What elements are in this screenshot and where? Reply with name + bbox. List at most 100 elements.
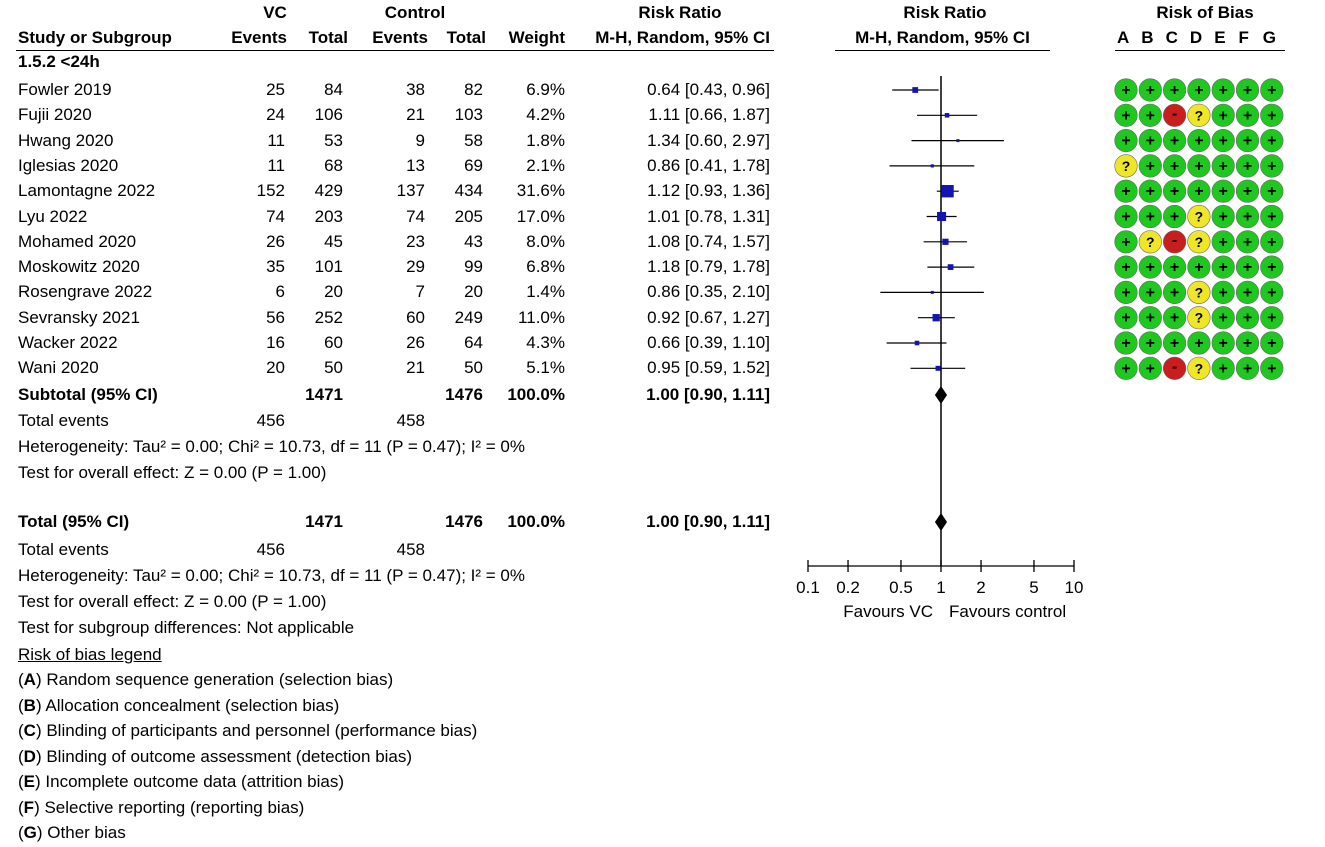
bias-dot bbox=[1138, 306, 1162, 330]
x-tick-label: 1 bbox=[936, 578, 945, 597]
vc-events: 16 bbox=[266, 333, 285, 352]
bias-symbol: + bbox=[1219, 158, 1228, 175]
control-events: 13 bbox=[406, 155, 425, 175]
bias-dot bbox=[1235, 255, 1260, 279]
subgroup-label: 1.5.2 <24h bbox=[18, 52, 100, 71]
legend-item-c: (C) Blinding of participants and personn… bbox=[18, 721, 478, 740]
study-name: Fowler 2019 bbox=[18, 80, 112, 99]
legend-item-g: (G) Other bias bbox=[18, 823, 126, 842]
bias-symbol: + bbox=[1267, 107, 1276, 124]
bias-letter-f: F bbox=[1238, 28, 1249, 47]
study-weight: 11.0% bbox=[518, 307, 565, 327]
bias-symbol: + bbox=[1146, 284, 1155, 301]
total-events-control: 458 bbox=[396, 540, 425, 559]
study-column-header: Study or Subgroup bbox=[18, 28, 172, 47]
bias-symbol: + bbox=[1170, 335, 1179, 352]
header-underline-plot bbox=[835, 50, 1050, 51]
bias-dot bbox=[1114, 103, 1138, 127]
bias-dot bbox=[1138, 129, 1162, 153]
bias-dot bbox=[1114, 204, 1138, 229]
total-overall-effect: Test for overall effect: Z = 0.00 (P = 1… bbox=[18, 592, 327, 611]
control-events: 26 bbox=[406, 333, 425, 352]
study-ci: 0.92 [0.67, 1.27] bbox=[647, 307, 770, 327]
weight-header: Weight bbox=[508, 28, 565, 47]
study-name: Hwang 2020 bbox=[18, 130, 114, 150]
total-diamond bbox=[934, 513, 948, 531]
control-total: 434 bbox=[454, 181, 483, 201]
bias-dot bbox=[1260, 306, 1284, 330]
study-name: Lamontagne 2022 bbox=[18, 181, 156, 201]
point-estimate bbox=[942, 238, 949, 245]
control-total: 20 bbox=[464, 282, 483, 302]
bias-dot bbox=[1114, 230, 1138, 254]
bias-dot bbox=[1187, 154, 1211, 178]
bias-letter-c: C bbox=[1165, 28, 1178, 47]
legend-text: Other bias bbox=[42, 823, 126, 842]
control-total: 69 bbox=[464, 155, 483, 175]
study-weight: 31.6% bbox=[516, 181, 565, 201]
bias-symbol: ? bbox=[1195, 234, 1204, 250]
study-name: Sevransky 2021 bbox=[18, 307, 140, 327]
bias-symbol: + bbox=[1146, 310, 1155, 327]
bias-dot bbox=[1114, 78, 1138, 102]
subtotal-vc-total: 1471 bbox=[305, 385, 343, 404]
legend-item-d: (D) Blinding of outcome assessment (dete… bbox=[18, 746, 413, 766]
bias-letter-g: G bbox=[1262, 28, 1277, 47]
bias-dot bbox=[1235, 179, 1260, 203]
bias-dot bbox=[1211, 306, 1235, 330]
bias-symbol: + bbox=[1121, 183, 1130, 200]
point-estimate bbox=[912, 87, 919, 93]
bias-symbol: + bbox=[1243, 209, 1252, 226]
bias-symbol: + bbox=[1170, 183, 1179, 200]
control-events: 60 bbox=[406, 307, 425, 327]
study-weight: 1.4% bbox=[526, 282, 565, 302]
bias-symbol: + bbox=[1121, 335, 1130, 352]
bias-symbol: + bbox=[1170, 259, 1179, 276]
risk-ratio-header: Risk Ratio bbox=[638, 3, 722, 22]
bias-symbol: + bbox=[1146, 209, 1155, 226]
vc-total: 68 bbox=[324, 155, 343, 175]
control-events-header: Events bbox=[372, 28, 428, 47]
bias-symbol: ? bbox=[1195, 310, 1204, 326]
bias-symbol: + bbox=[1267, 335, 1276, 352]
subtotal-events-control: 458 bbox=[396, 411, 425, 430]
legend-item-b: (B) Allocation concealment (selection bi… bbox=[18, 695, 340, 715]
bias-symbol: + bbox=[1267, 259, 1276, 276]
study-weight: 4.2% bbox=[526, 105, 565, 125]
study-name: Wacker 2022 bbox=[18, 333, 118, 352]
total-events-label: Total events bbox=[18, 540, 109, 559]
subtotal-control-total: 1476 bbox=[445, 385, 483, 404]
control-total: 82 bbox=[464, 80, 483, 99]
bias-symbol: + bbox=[1146, 183, 1155, 200]
point-estimate bbox=[956, 139, 960, 143]
bias-letter-a: A bbox=[1117, 28, 1130, 47]
legend-item-e: (E) Incomplete outcome data (attrition b… bbox=[18, 772, 345, 791]
bias-symbol: + bbox=[1219, 284, 1228, 301]
control-total-header: Total bbox=[446, 28, 486, 47]
x-tick-label: 0.5 bbox=[889, 578, 913, 597]
vc-group-header: VC bbox=[263, 3, 287, 22]
legend-text: Incomplete outcome data (attrition bias) bbox=[40, 772, 345, 791]
control-total: 50 bbox=[464, 358, 483, 378]
study-name: Iglesias 2020 bbox=[18, 155, 119, 175]
total-ci: 1.00 [0.90, 1.11] bbox=[646, 512, 770, 531]
bias-symbol: + bbox=[1146, 158, 1155, 175]
vc-total: 429 bbox=[314, 181, 343, 201]
risk-of-bias-header: Risk of Bias bbox=[1156, 3, 1254, 22]
bias-dot bbox=[1260, 103, 1284, 127]
bias-symbol: + bbox=[1219, 310, 1228, 327]
bias-symbol: + bbox=[1219, 335, 1228, 352]
bias-symbol: ? bbox=[1195, 360, 1204, 376]
subtotal-overall-effect: Test for overall effect: Z = 0.00 (P = 1… bbox=[18, 463, 327, 482]
subtotal-events-label: Total events bbox=[18, 411, 109, 430]
bias-symbol: + bbox=[1267, 360, 1276, 377]
legend-letter: G bbox=[23, 823, 37, 842]
bias-symbol: + bbox=[1243, 310, 1252, 327]
bias-symbol: + bbox=[1243, 107, 1252, 124]
vc-events: 6 bbox=[275, 282, 285, 302]
bias-dot bbox=[1260, 204, 1284, 229]
control-events: 38 bbox=[406, 80, 425, 99]
bias-dot bbox=[1114, 280, 1138, 305]
point-estimate bbox=[947, 264, 954, 270]
control-total: 43 bbox=[464, 231, 483, 251]
